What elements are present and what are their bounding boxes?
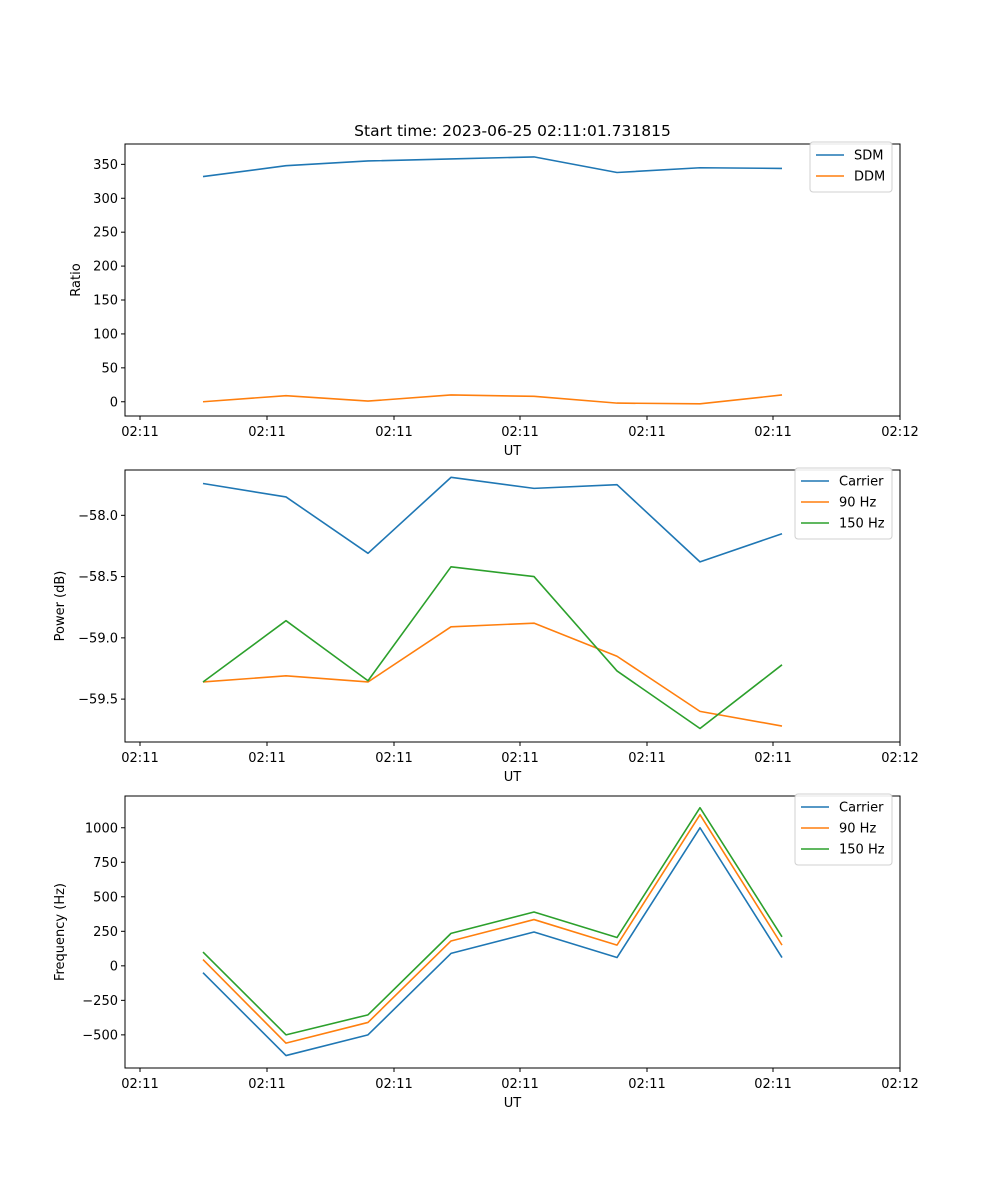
y-tick-label: 1000 (85, 821, 118, 836)
legend-label: 90 Hz (839, 822, 876, 837)
legend-box (794, 793, 893, 866)
series-line-carrier (202, 826, 783, 1057)
x-tick-label: 02:11 (121, 425, 158, 440)
x-tick-label: 02:11 (754, 751, 791, 766)
y-tick-label: −250 (82, 994, 118, 1009)
y-tick-label: 500 (93, 890, 118, 905)
y-tick-label: 350 (93, 158, 118, 173)
y-tick-label: −58.0 (78, 509, 118, 524)
y-tick-label: 300 (93, 192, 118, 207)
plot-frame (124, 143, 901, 417)
chart-panel-3: 1000 750 500 250 0 −250 −500 02:11 02:11 02:11 02:… (53, 793, 919, 1111)
x-tick-label: 02:11 (121, 751, 158, 766)
y-tick-label: −58.5 (78, 570, 118, 585)
x-tick-label: 02:11 (248, 425, 285, 440)
series-line-sdm (202, 156, 783, 178)
plot-frame (124, 795, 901, 1069)
x-tick-label: 02:11 (628, 425, 665, 440)
series-line-150-hz (202, 565, 783, 730)
y-tick-label: 0 (110, 395, 118, 410)
x-tick-label: 02:11 (121, 1077, 158, 1092)
series-line-carrier (202, 476, 783, 563)
y-tick-label: 50 (101, 361, 118, 376)
x-tick-label: 02:11 (501, 751, 538, 766)
x-tick-label: 02:11 (375, 751, 412, 766)
y-tick-label: −500 (82, 1028, 118, 1043)
legend-label: Carrier (839, 801, 884, 816)
y-tick-label: 0 (110, 959, 118, 974)
legend-label: 150 Hz (839, 517, 885, 532)
x-tick-label: 02:11 (754, 425, 791, 440)
legend-label: DDM (854, 170, 885, 185)
x-tick-label: 02:11 (628, 1077, 665, 1092)
x-tick-label: 02:12 (881, 1077, 918, 1092)
x-tick-label: 02:11 (248, 1077, 285, 1092)
legend-box (794, 467, 893, 540)
y-tick-label: −59.5 (78, 693, 118, 708)
x-tick-label: 02:12 (881, 751, 918, 766)
x-axis-label: UT (504, 770, 522, 785)
x-tick-label: 02:11 (375, 1077, 412, 1092)
chart-panel-1: 0 50 100 150 200 250 300 350 02:11 02:11 02:11 02:1… (69, 141, 919, 459)
legend-label: SDM (854, 149, 883, 164)
x-tick-label: 02:11 (628, 751, 665, 766)
y-axis-label: Frequency (Hz) (53, 883, 68, 981)
series-line-ddm (202, 394, 783, 405)
y-tick-label: 250 (93, 925, 118, 940)
x-tick-label: 02:11 (754, 1077, 791, 1092)
y-tick-label: 100 (93, 327, 118, 342)
y-axis-label: Ratio (69, 263, 84, 296)
y-tick-label: 200 (93, 260, 118, 275)
y-tick-label: 150 (93, 294, 118, 309)
legend-label: 90 Hz (839, 496, 876, 511)
x-tick-label: 02:11 (501, 425, 538, 440)
series-line-90-hz (202, 622, 783, 727)
legend-label: 150 Hz (839, 843, 885, 858)
x-tick-label: 02:11 (375, 425, 412, 440)
figure-title: Start time: 2023-06-25 02:11:01.731815 (354, 122, 671, 140)
series-line-90-hz (202, 813, 783, 1044)
y-tick-label: 250 (93, 226, 118, 241)
y-tick-label: −59.0 (78, 631, 118, 646)
x-tick-label: 02:11 (248, 751, 285, 766)
series-line-150-hz (202, 806, 783, 1036)
y-tick-label: 750 (93, 856, 118, 871)
x-axis-label: UT (504, 1096, 522, 1111)
chart-panel-2: −58.0 −58.5 −59.0 −59.5 02:11 02:11 02:11 02:11… (53, 467, 919, 785)
x-tick-label: 02:11 (501, 1077, 538, 1092)
legend-label: Carrier (839, 475, 884, 490)
x-axis-label: UT (504, 444, 522, 459)
y-axis-label: Power (dB) (53, 571, 68, 642)
x-tick-label: 02:12 (881, 425, 918, 440)
plot-frame (124, 469, 901, 743)
